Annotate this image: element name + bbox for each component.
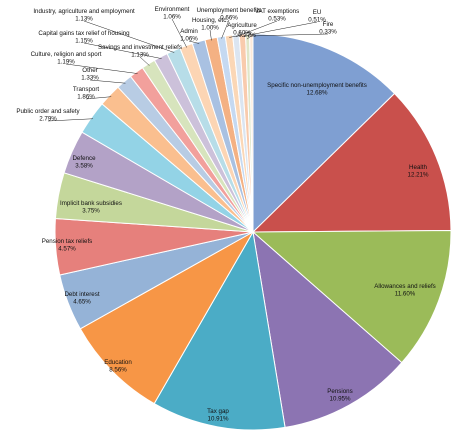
slice-label: Implicit bank subsidies 3.75% <box>60 200 122 215</box>
slice-label: Pension tax reliefs 4.57% <box>42 238 93 253</box>
slice-labels: Specific non-unemployment benefits 12.68%… <box>16 6 435 423</box>
leader-line <box>65 63 138 74</box>
pie-slice-pensions <box>252 230 403 428</box>
pie-slices <box>54 33 452 431</box>
slice-label: Environment 1.06% <box>155 6 190 21</box>
slice-label: Fire 0.33% <box>319 21 337 36</box>
leader-line <box>209 29 212 41</box>
pie-slice-tax-gap <box>153 230 286 431</box>
slice-label: Pensions 10.95% <box>327 388 352 403</box>
slice-label: EU 0.51% <box>308 9 326 24</box>
leader-line <box>246 35 252 40</box>
leader-line <box>89 79 126 84</box>
slice-label: Education 8.56% <box>104 359 132 374</box>
slice-label: Other 1.33% <box>81 67 99 82</box>
leader-line <box>247 33 329 37</box>
pie-slice-health <box>251 92 452 233</box>
slice-label: Savings and investment reliefs 1.13% <box>98 44 182 59</box>
slice-label: Allowances and reliefs 11.60% <box>374 283 436 298</box>
slice-label: Culture, religion and sport 1.19% <box>31 51 102 66</box>
slice-label: Unemployment benefits 0.66% <box>196 7 261 22</box>
pie-slice-allowances-and-reliefs <box>251 229 452 364</box>
slice-label: Capital gains tax relief of housing 1.15% <box>38 30 130 45</box>
slice-label: Housing, etc. 1.00% <box>192 17 228 32</box>
slice-label: VAT exemptions 0.53% <box>255 8 299 23</box>
slice-label: Transport 1.86% <box>73 86 100 101</box>
leader-line <box>171 18 187 48</box>
leader-lines <box>47 18 329 122</box>
leader-line <box>221 19 230 39</box>
leader-line <box>83 42 162 59</box>
slice-label: Specific non-unemployment benefits 12.68% <box>267 82 367 97</box>
slice-label: Tax gap 10.91% <box>207 408 229 423</box>
leader-line <box>85 96 112 100</box>
slice-label: 0.27% <box>238 32 256 39</box>
slice-label: Public order and safety 2.79% <box>16 108 80 123</box>
slice-label: Health 12.21% <box>408 164 429 179</box>
slice-label: Industry, agriculture and employment 1.13… <box>33 8 135 23</box>
leader-line <box>47 118 94 122</box>
leader-line <box>139 56 150 66</box>
pie-slice-unlabeled <box>249 33 254 233</box>
slice-label: Agriculture 0.60% <box>227 22 257 37</box>
slice-label: Defence 3.58% <box>72 155 96 170</box>
slice-label: Debt interest 4.65% <box>64 291 99 306</box>
leader-line <box>188 40 200 44</box>
slice-label: Admin 1.06% <box>180 28 198 43</box>
leader-line <box>236 20 278 37</box>
pie-slice-education <box>79 230 255 405</box>
pie-slice-specific-non-unemployment-benefits <box>252 33 396 234</box>
leader-line <box>242 21 318 37</box>
leader-line <box>83 20 175 53</box>
